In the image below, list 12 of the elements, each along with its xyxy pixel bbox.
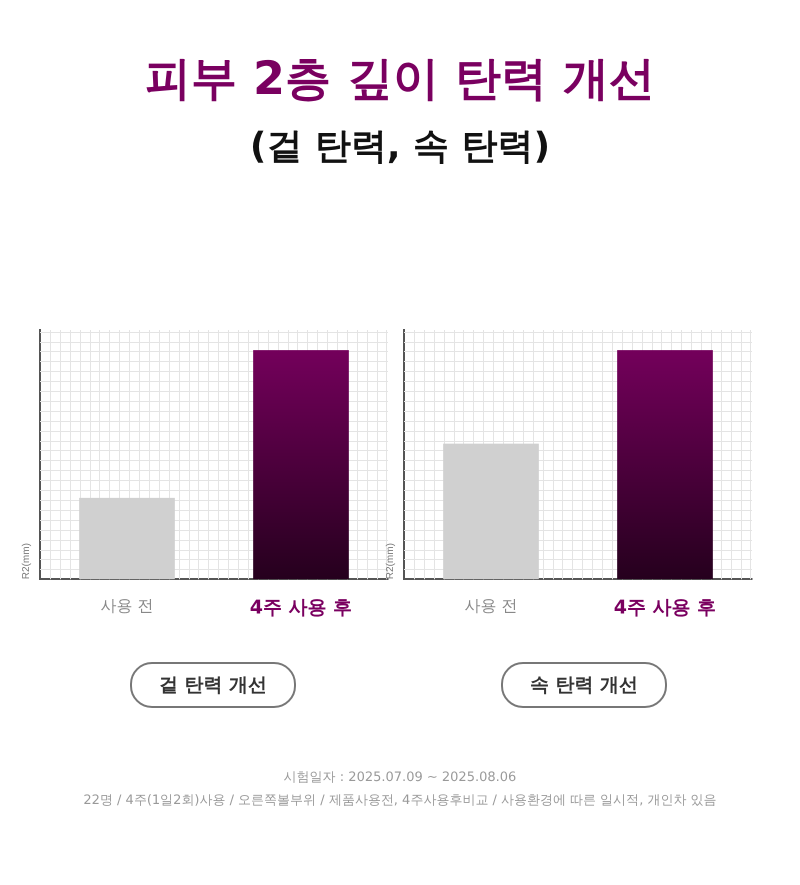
text: 시험일자 : 2025.07.09 ~ 2025.08.06 (282, 769, 518, 787)
text: 22명 / 4주(1일2회)사용 / 오른쪽볼부위 / 제품사용전, 4주사용후비교 / 사용환경에 따른 일시적, 개인차 있음 (82, 792, 718, 810)
x-axis-title: 속 탄력 개선 (501, 662, 667, 708)
x-tick-label: 4주 사용 후 (250, 596, 352, 619)
chart-title: 피부 2층 깊이 탄력 개선 (144, 50, 656, 107)
chart-subtitle: (겉 탄력, 속 탄력) (248, 125, 552, 169)
x-tick-label: 4주 사용 후 (614, 596, 716, 619)
y-axis-title: R2(mm) (384, 543, 396, 580)
x-tick-label: 사용 전 (464, 596, 518, 615)
y-axis-title: R2(mm) (20, 543, 32, 580)
x-axis-title: 겉 탄력 개선 (130, 662, 296, 708)
x-tick-label: 사용 전 (100, 596, 154, 615)
